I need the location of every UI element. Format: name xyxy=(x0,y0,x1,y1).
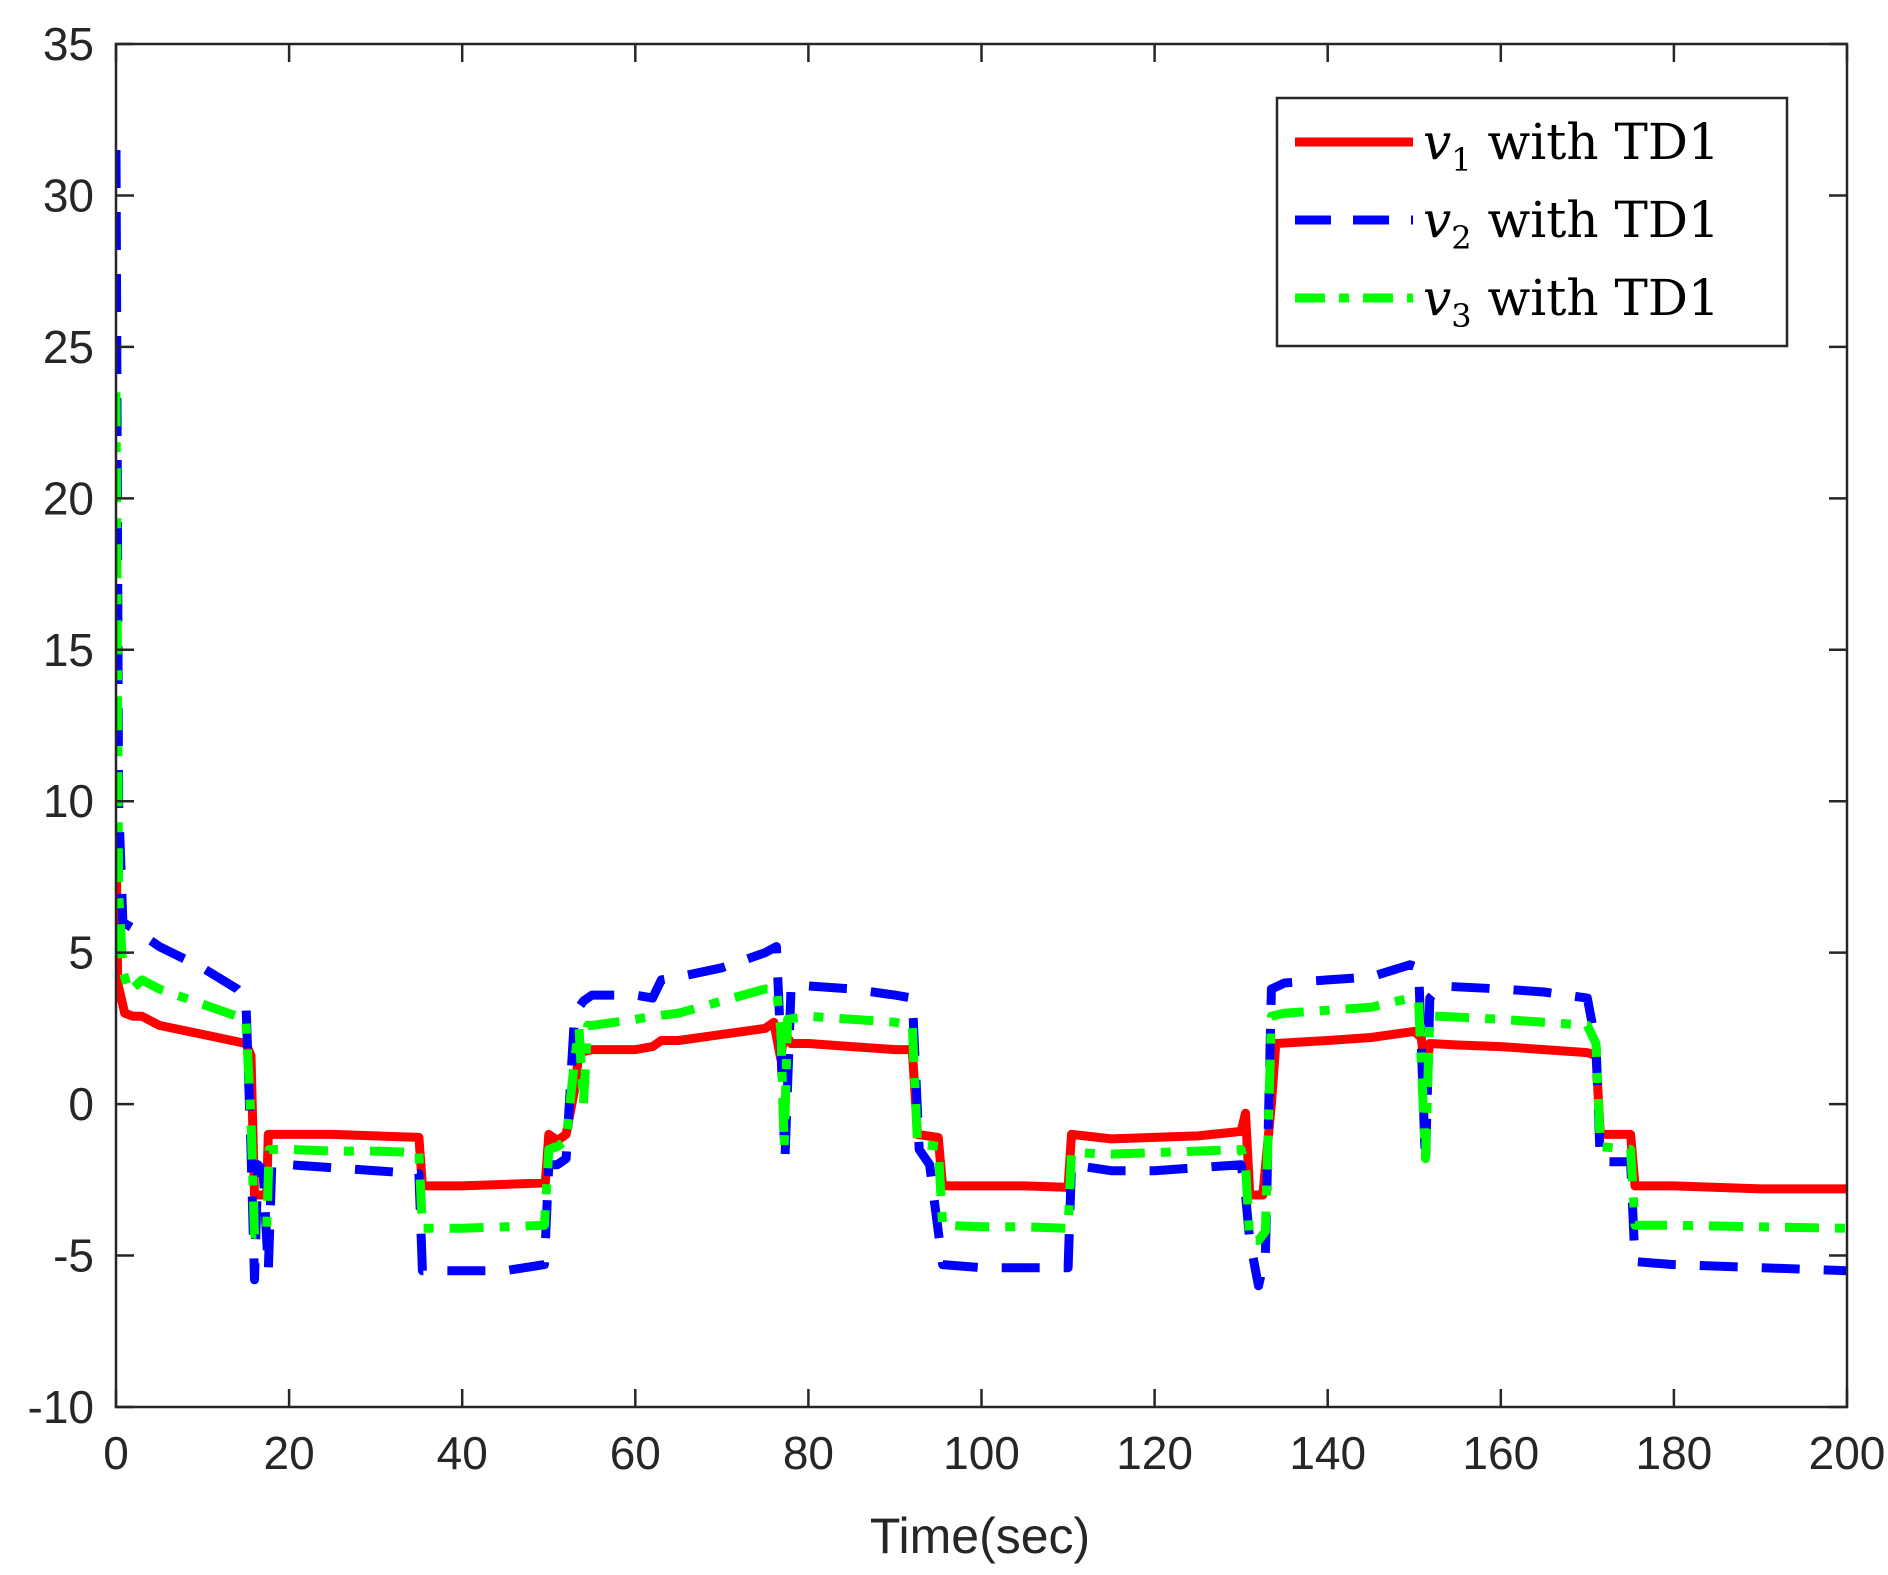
x-tick-label: 20 xyxy=(264,1427,315,1479)
x-tick-label: 80 xyxy=(783,1427,834,1479)
y-axis: -10 -5 0 5 10 15 20 25 30 35 xyxy=(28,18,1847,1433)
x-tick-label: 140 xyxy=(1289,1427,1366,1479)
x-tick-label: 40 xyxy=(437,1427,488,1479)
x-tick-label: 160 xyxy=(1462,1427,1539,1479)
y-tick-label: 20 xyxy=(43,472,94,524)
x-tick-label: 180 xyxy=(1636,1427,1713,1479)
y-tick-label: -10 xyxy=(28,1381,94,1433)
y-tick-label: 5 xyxy=(68,927,94,979)
x-tick-label: 120 xyxy=(1116,1427,1193,1479)
y-tick-label: 30 xyxy=(43,169,94,221)
y-tick-label: 0 xyxy=(68,1078,94,1130)
x-tick-label: 100 xyxy=(943,1427,1020,1479)
legend-label-3: v3 with TD1 xyxy=(1423,269,1720,335)
x-axis-label: Time(sec) xyxy=(870,1508,1090,1564)
y-tick-label: 25 xyxy=(43,321,94,373)
series-line-2 xyxy=(116,149,1847,1291)
legend: v1 with TD1 v2 with TD1 v3 with TD1 xyxy=(1275,96,1789,348)
y-tick-label: 15 xyxy=(43,624,94,676)
y-tick-label: 10 xyxy=(43,775,94,827)
x-axis: 0 20 40 60 80 100 120 140 160 180 200 xyxy=(103,44,1885,1479)
y-tick-label: 35 xyxy=(43,18,94,70)
y-tick-label: -5 xyxy=(53,1230,94,1282)
x-tick-label: 200 xyxy=(1809,1427,1886,1479)
x-tick-label: 0 xyxy=(103,1427,129,1479)
x-tick-label: 60 xyxy=(610,1427,661,1479)
series-line-3 xyxy=(116,392,1847,1245)
legend-label-2: v2 with TD1 xyxy=(1423,191,1720,257)
legend-label-1: v1 with TD1 xyxy=(1423,113,1720,179)
